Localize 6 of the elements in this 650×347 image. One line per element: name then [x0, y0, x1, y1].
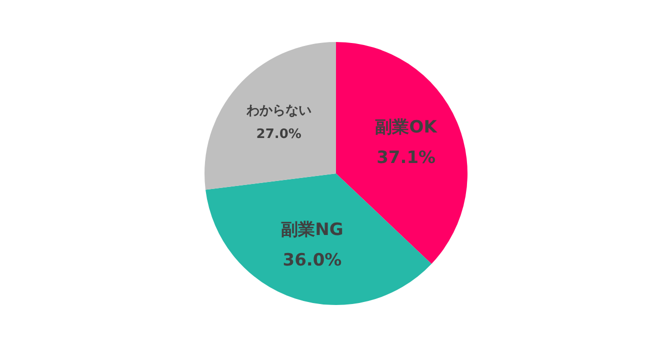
slice-label: わからない — [245, 104, 312, 119]
data-label: 27.0% — [256, 127, 302, 142]
data-label: 37.1% — [376, 148, 436, 168]
slice-label: 副業NG — [281, 220, 344, 240]
slice-label: 副業OK — [375, 117, 438, 138]
data-label: 36.0% — [282, 250, 342, 271]
